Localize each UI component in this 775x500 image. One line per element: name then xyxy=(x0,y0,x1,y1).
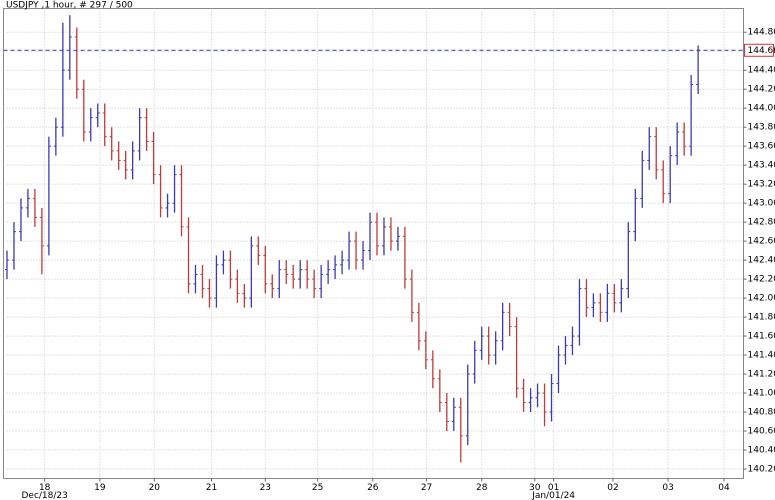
x-tick-label: 23 xyxy=(260,483,271,493)
y-tick-label: 142.60 xyxy=(748,237,775,247)
y-tick-label: 143.40 xyxy=(748,161,775,171)
y-tick-label: 143.60 xyxy=(748,142,775,152)
plot-frame xyxy=(3,8,744,479)
x-tick-label: 27 xyxy=(421,483,432,493)
x-tick-label: 19 xyxy=(94,483,106,493)
y-tick-label: 141.20 xyxy=(748,370,775,380)
x-tick-label: 28 xyxy=(476,483,488,493)
y-tick-label: 143.00 xyxy=(748,199,775,209)
last-price-box xyxy=(744,43,774,57)
y-tick-label: 141.00 xyxy=(748,389,775,399)
y-tick-label: 142.00 xyxy=(748,294,775,304)
date-label: Dec/18/23 xyxy=(21,491,67,500)
last-price-label: 144.61 xyxy=(748,46,775,56)
x-tick-label: 25 xyxy=(312,483,323,493)
x-tick-label: 04 xyxy=(718,483,730,493)
y-tick-label: 142.80 xyxy=(748,218,775,228)
x-tick-label: 30 xyxy=(529,483,541,493)
x-tick-label: 02 xyxy=(607,483,618,493)
date-label: Jan/01/24 xyxy=(531,491,575,500)
y-tick-label: 144.00 xyxy=(748,104,775,114)
y-tick-label: 140.40 xyxy=(748,446,775,456)
x-tick-label: 21 xyxy=(206,483,217,493)
x-tick-label: 26 xyxy=(367,483,379,493)
y-tick-label: 143.20 xyxy=(748,180,775,190)
x-tick-label: 20 xyxy=(149,483,161,493)
y-tick-label: 140.20 xyxy=(748,465,775,475)
y-tick-label: 143.80 xyxy=(748,123,775,133)
x-tick-label: 01 xyxy=(548,483,559,493)
y-tick-label: 140.80 xyxy=(748,408,775,418)
y-tick-label: 142.40 xyxy=(748,256,775,266)
y-tick-label: 141.80 xyxy=(748,313,775,323)
chart-title: USDJPY ,1 hour, # 297 / 500 xyxy=(6,1,133,11)
x-tick-label: 03 xyxy=(662,483,673,493)
y-tick-label: 140.60 xyxy=(748,427,775,437)
y-tick-label: 142.20 xyxy=(748,275,775,285)
y-tick-label: 141.40 xyxy=(748,351,775,361)
y-tick-label: 141.60 xyxy=(748,332,775,342)
x-tick-label: 18 xyxy=(39,483,51,493)
y-tick-label: 144.20 xyxy=(748,85,775,95)
y-tick-label: 144.80 xyxy=(748,28,775,38)
y-tick-label: 144.40 xyxy=(748,66,775,76)
